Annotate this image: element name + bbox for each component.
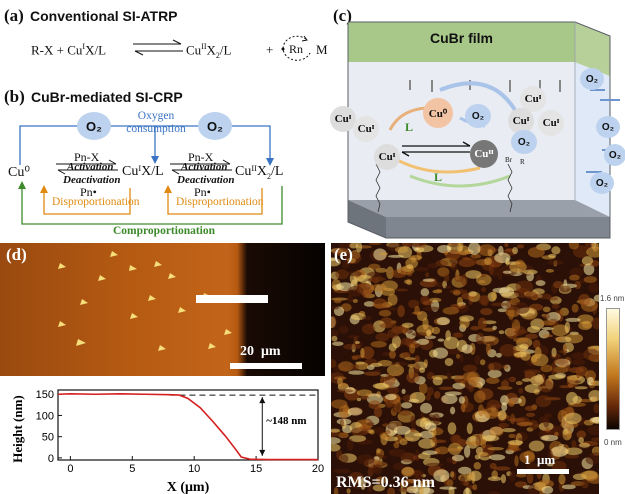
pn-left: Pn• bbox=[80, 185, 97, 199]
y-tick-label: 50 bbox=[42, 432, 54, 444]
o2-sphere-c6: O₂ bbox=[590, 172, 614, 194]
deactivation-left: Deactivation bbox=[63, 174, 121, 186]
cu0-species: Cu⁰ bbox=[8, 165, 30, 180]
o2-sphere-c5: O₂ bbox=[604, 144, 625, 166]
x-tick-label: 15 bbox=[250, 463, 262, 475]
ligand-label-bottom: L bbox=[434, 170, 443, 184]
afm-e-scale-bar bbox=[517, 469, 569, 474]
panel-e-label: (e) bbox=[334, 245, 353, 264]
panel-a-title: Conventional SI-ATRP bbox=[30, 8, 178, 24]
arrow-head-top bbox=[259, 397, 266, 404]
x-tick-label: 5 bbox=[129, 463, 135, 475]
cu1-sphere-2: Cuᴵ bbox=[353, 116, 379, 142]
radical-cycle-icon bbox=[281, 35, 311, 61]
cu1-species: CuᴵX/L bbox=[122, 164, 164, 179]
y-tick-label: 100 bbox=[36, 410, 54, 422]
afm-image-d bbox=[0, 243, 325, 376]
comproportionation-label: Comproportionation bbox=[113, 225, 216, 237]
reactor-box bbox=[347, 21, 620, 239]
plot-frame bbox=[57, 389, 319, 461]
cubr-film-label: CuBr film bbox=[430, 30, 493, 46]
arrow-head-bottom bbox=[259, 449, 266, 456]
ligand-label-top: L bbox=[405, 120, 414, 134]
cu1-sphere-3: Cuᴵ bbox=[520, 86, 546, 112]
equilibrium-arrows bbox=[133, 39, 183, 56]
atrp-monomer: M bbox=[316, 42, 328, 57]
x-axis-label: X (μm) bbox=[167, 480, 210, 494]
y-axis-label: Height (nm) bbox=[10, 395, 25, 463]
atrp-plus: + bbox=[266, 42, 274, 57]
panel-b-connectors bbox=[18, 125, 283, 225]
atrp-rn: Rn bbox=[289, 42, 304, 56]
cu2-sphere: Cuᴵᴵ bbox=[470, 140, 498, 168]
afm-d-scale-bar bbox=[230, 363, 302, 369]
pnx-left: Pn-X bbox=[74, 150, 100, 164]
o2-sphere-c1: O₂ bbox=[465, 104, 491, 128]
cu2-species: CuᴵᴵX2/L bbox=[235, 164, 284, 181]
afm-image-e bbox=[331, 243, 599, 494]
pnx-right: Pn-X bbox=[188, 150, 214, 164]
panel-a-label: (a) bbox=[4, 6, 24, 25]
oxygen-consumption-label: Oxygen consumption bbox=[126, 110, 186, 135]
r-label: R bbox=[520, 158, 525, 166]
cbar-max-label: 1.6 nm bbox=[600, 294, 625, 303]
panel-c-label: (c) bbox=[333, 6, 352, 25]
cu1-sphere-6: Cuᴵ bbox=[374, 144, 400, 170]
o2-sphere-c3: O₂ bbox=[580, 68, 604, 90]
x-tick-label: 10 bbox=[188, 463, 200, 475]
disproportionation-left: Disproportionation bbox=[52, 196, 140, 208]
panel-b-title: CuBr-mediated SI-CRP bbox=[31, 89, 183, 105]
o2-sphere-c2: O₂ bbox=[511, 130, 537, 154]
cu1-sphere-5: Cuᴵ bbox=[538, 110, 564, 136]
activation-left: Activation bbox=[67, 161, 114, 173]
atrp-left: R-X + CuIX/L bbox=[31, 42, 107, 58]
profile-line bbox=[57, 393, 318, 461]
br-label: Br bbox=[505, 156, 512, 164]
cu0-sphere: Cu⁰ bbox=[423, 98, 453, 128]
cu1-sphere-4: Cuᴵ bbox=[508, 108, 534, 134]
afm-e-scale-label: 1 μm bbox=[524, 452, 556, 467]
o2-sphere-c4: O₂ bbox=[596, 116, 620, 138]
o2-bubble-right: O₂ bbox=[198, 112, 232, 140]
pn-right: Pn• bbox=[194, 185, 211, 199]
atrp-right: CuIIX2/L bbox=[186, 42, 232, 60]
cbar-min-label: 0 nm bbox=[604, 438, 622, 447]
afm-e-texture bbox=[331, 243, 599, 494]
y-tick-label: 150 bbox=[36, 389, 54, 401]
o2-bubble-left: O₂ bbox=[77, 112, 111, 140]
panel-b-label: (b) bbox=[4, 87, 25, 106]
activation-right: Activation bbox=[181, 161, 228, 173]
y-tick-label: 0 bbox=[48, 453, 54, 465]
panel-d-label: (d) bbox=[6, 245, 27, 264]
x-tick-label: 0 bbox=[67, 463, 73, 475]
rms-label: RMS=0.36 nm bbox=[336, 474, 435, 491]
color-scale-bar bbox=[606, 308, 620, 430]
height-profile-chart: 0 5 10 15 20 0 50 100 150 ~148 nm X (μm) Height (nm… bbox=[10, 389, 324, 494]
afm-particles bbox=[58, 251, 232, 351]
disproportionation-right: Disproportionation bbox=[176, 196, 264, 208]
cu1-sphere-1: Cuᴵ bbox=[330, 106, 356, 132]
afm-d-scale-label: 20 μm bbox=[240, 344, 281, 359]
deactivation-right: Deactivation bbox=[177, 174, 235, 186]
annotation-label: ~148 nm bbox=[266, 415, 306, 427]
afm-d-profile-line bbox=[196, 295, 268, 303]
x-tick-label: 20 bbox=[312, 463, 324, 475]
